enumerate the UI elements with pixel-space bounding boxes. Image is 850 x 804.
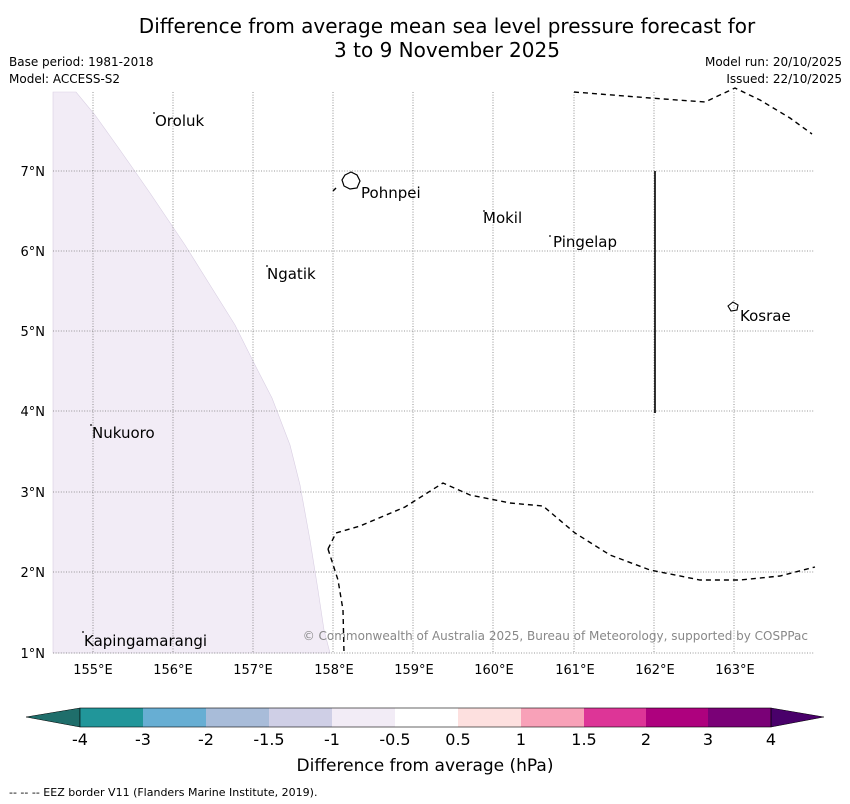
- colorbar-tick-label: 1.5: [571, 730, 596, 749]
- lon-label: 162°E: [635, 663, 675, 678]
- colorbar-segment: [143, 708, 206, 727]
- label-pingelap: Pingelap: [553, 233, 617, 251]
- colorbar-tick-label: 1: [516, 730, 526, 749]
- latitude-labels: 7°N 6°N 5°N 4°N 3°N 2°N 1°N: [21, 165, 46, 662]
- colorbar-extend-low: [25, 707, 81, 728]
- colorbar-segment: [521, 708, 584, 727]
- colorbar-ticks: -4 -3 -2 -1.5 -1 -0.5 0.5 1 1.5 2 3 4: [72, 730, 776, 749]
- metadata-left: Base period: 1981-2018 Model: ACCESS-S2: [9, 54, 154, 88]
- colorbar-segment: [332, 708, 395, 727]
- lon-label: 158°E: [314, 663, 354, 678]
- base-period: Base period: 1981-2018: [9, 55, 154, 69]
- label-nukuoro: Nukuoro: [92, 424, 155, 442]
- oroluk-dot: [153, 112, 155, 114]
- mokil-dot: [483, 210, 485, 212]
- colorbar-label: Difference from average (hPa): [296, 756, 554, 776]
- graticule: [53, 92, 814, 654]
- label-mokil: Mokil: [483, 209, 522, 227]
- lon-label: 155°E: [73, 663, 113, 678]
- map-title: Difference from average mean sea level p…: [0, 14, 850, 62]
- colorbar-segment: [269, 708, 332, 727]
- lon-label: 161°E: [555, 663, 595, 678]
- colorbar-tick-label: -1: [324, 730, 340, 749]
- lon-label: 160°E: [474, 663, 514, 678]
- pingelap-dot: [549, 235, 551, 237]
- label-ngatik: Ngatik: [267, 265, 316, 283]
- colorbar-tick-label: -3: [135, 730, 151, 749]
- colorbar-segment: [646, 708, 708, 727]
- lat-label: 4°N: [21, 405, 46, 420]
- anomaly-region-m1-m05: [52, 91, 331, 654]
- issued-date: Issued: 22/10/2025: [726, 72, 842, 86]
- lon-label: 159°E: [394, 663, 434, 678]
- ngatik-dot: [266, 265, 268, 267]
- colorbar-outline: [79, 707, 772, 728]
- model-run: Model run: 20/10/2025: [704, 55, 842, 69]
- colorbar-segment: [395, 708, 458, 727]
- colorbar-tick-label: -1.5: [253, 730, 284, 749]
- map-canvas: Oroluk Pohnpei Mokil Pingelap Ngatik Kos…: [21, 87, 816, 678]
- lat-label: 2°N: [21, 566, 46, 581]
- metadata-right: Model run: 20/10/2025 Issued: 22/10/2025: [705, 54, 842, 88]
- colorbar-tick-label: 2: [641, 730, 651, 749]
- copyright-notice: © Commonwealth of Australia 2025, Bureau…: [302, 629, 808, 643]
- colorbar-tick-label: 3: [703, 730, 713, 749]
- eez-border: [327, 87, 816, 654]
- footer-note: -- -- -- EEZ border V11 (Flanders Marine…: [9, 786, 318, 799]
- nukuoro-dot: [90, 424, 92, 426]
- colorbar-tick-label: 0.5: [445, 730, 470, 749]
- lat-label: 7°N: [21, 165, 46, 180]
- lat-label: 1°N: [21, 647, 46, 662]
- colorbar-tick-label: -4: [72, 730, 88, 749]
- title-line-1: Difference from average mean sea level p…: [138, 14, 756, 38]
- model-name: Model: ACCESS-S2: [9, 72, 121, 86]
- kapingamarangi-dot: [82, 631, 84, 633]
- lon-label: 156°E: [153, 663, 193, 678]
- lat-label: 5°N: [21, 325, 46, 340]
- pohnpei-island: [341, 171, 361, 190]
- colorbar-segment: [708, 708, 771, 727]
- title-line-2: 3 to 9 November 2025: [334, 38, 560, 62]
- lat-label: 3°N: [21, 486, 46, 501]
- colorbar-tick-label: -0.5: [379, 730, 410, 749]
- lon-label: 163°E: [715, 663, 755, 678]
- colorbar-segment: [80, 708, 143, 727]
- lon-label: 157°E: [233, 663, 273, 678]
- colorbar-segment: [206, 708, 269, 727]
- colorbar-segment: [584, 708, 646, 727]
- kosrae-island: [727, 301, 739, 312]
- colorbar-segment: [458, 708, 521, 727]
- colorbar: -4 -3 -2 -1.5 -1 -0.5 0.5 1 1.5 2 3 4: [25, 707, 825, 749]
- colorbar-tick-label: -2: [198, 730, 214, 749]
- island-dots: [82, 112, 551, 633]
- colorbar-tick-label: 4: [766, 730, 776, 749]
- colorbar-extend-high: [770, 707, 825, 728]
- label-kapingamarangi: Kapingamarangi: [84, 632, 207, 650]
- lat-label: 6°N: [21, 245, 46, 260]
- longitude-labels: 155°E 156°E 157°E 158°E 159°E 160°E 161°…: [73, 663, 755, 678]
- label-kosrae: Kosrae: [740, 307, 791, 325]
- label-oroluk: Oroluk: [155, 112, 204, 130]
- label-pohnpei: Pohnpei: [361, 184, 421, 202]
